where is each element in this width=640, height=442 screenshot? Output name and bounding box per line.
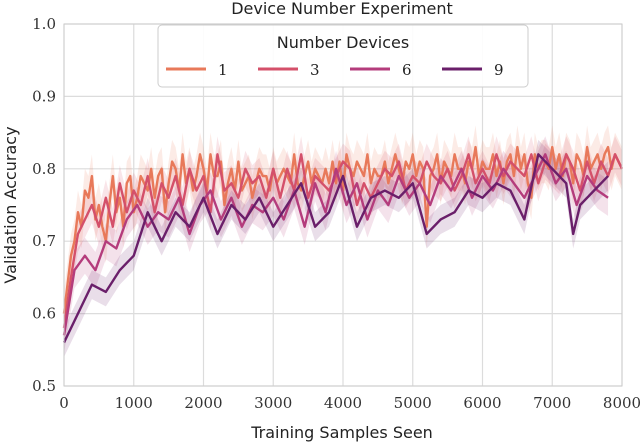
line-series-6 (62, 153, 609, 336)
x-axis-title: Training Samples Seen (250, 423, 433, 442)
y-tick-label: 0.7 (32, 232, 56, 250)
line-series-9 (62, 153, 609, 344)
y-tick-label: 0.6 (32, 305, 56, 323)
band-series-6 (64, 136, 609, 354)
y-tick-label: 0.9 (32, 87, 56, 105)
legend-label-6: 6 (402, 61, 412, 79)
band-series-9 (64, 139, 609, 358)
y-tick-labels: 0.5 0.6 0.7 0.8 0.9 1.0 (32, 15, 56, 395)
y-axis-title: Validation Accuracy (1, 126, 20, 283)
y-tick-label: 0.5 (32, 377, 56, 395)
x-tick-label: 5000 (394, 394, 432, 412)
series-lines (62, 145, 624, 344)
x-tick-label: 6000 (463, 394, 501, 412)
legend-label-1: 1 (218, 61, 228, 79)
legend-title: Number Devices (277, 33, 409, 52)
legend-label-9: 9 (494, 61, 504, 79)
chart-title: Device Number Experiment (231, 0, 453, 18)
x-tick-labels: 0 1000 2000 3000 4000 5000 6000 7000 8000 (59, 394, 640, 412)
legend-box (157, 24, 529, 88)
x-tick-label: 0 (59, 394, 69, 412)
plot-frame (63, 23, 623, 387)
line-series-3 (62, 153, 624, 329)
x-tick-label: 4000 (324, 394, 362, 412)
x-tick-label: 3000 (254, 394, 292, 412)
x-tick-label: 1000 (115, 394, 153, 412)
legend-label-3: 3 (310, 61, 320, 79)
band-series-3 (64, 136, 622, 347)
y-tick-label: 1.0 (32, 15, 56, 33)
legend: Number Devices 1 3 6 9 (157, 24, 529, 88)
legend-entries: 1 3 6 9 (166, 61, 504, 79)
x-tick-label: 2000 (184, 394, 222, 412)
x-tick-label: 8000 (603, 394, 640, 412)
y-tick-label: 0.8 (32, 160, 56, 178)
x-tick-label: 7000 (533, 394, 571, 412)
